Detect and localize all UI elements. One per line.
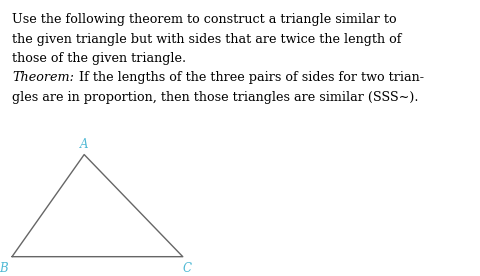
Text: C: C <box>182 262 191 275</box>
Text: Theorem:: Theorem: <box>12 71 74 84</box>
Text: A: A <box>80 138 88 152</box>
Text: the given triangle but with sides that are twice the length of: the given triangle but with sides that a… <box>12 33 401 46</box>
Text: those of the given triangle.: those of the given triangle. <box>12 52 186 65</box>
Text: Use the following theorem to construct a triangle similar to: Use the following theorem to construct a… <box>12 13 396 26</box>
Text: If the lengths of the three pairs of sides for two trian-: If the lengths of the three pairs of sid… <box>75 71 423 84</box>
Text: B: B <box>0 262 8 275</box>
Text: gles are in proportion, then those triangles are similar (SSS∼).: gles are in proportion, then those trian… <box>12 91 418 104</box>
